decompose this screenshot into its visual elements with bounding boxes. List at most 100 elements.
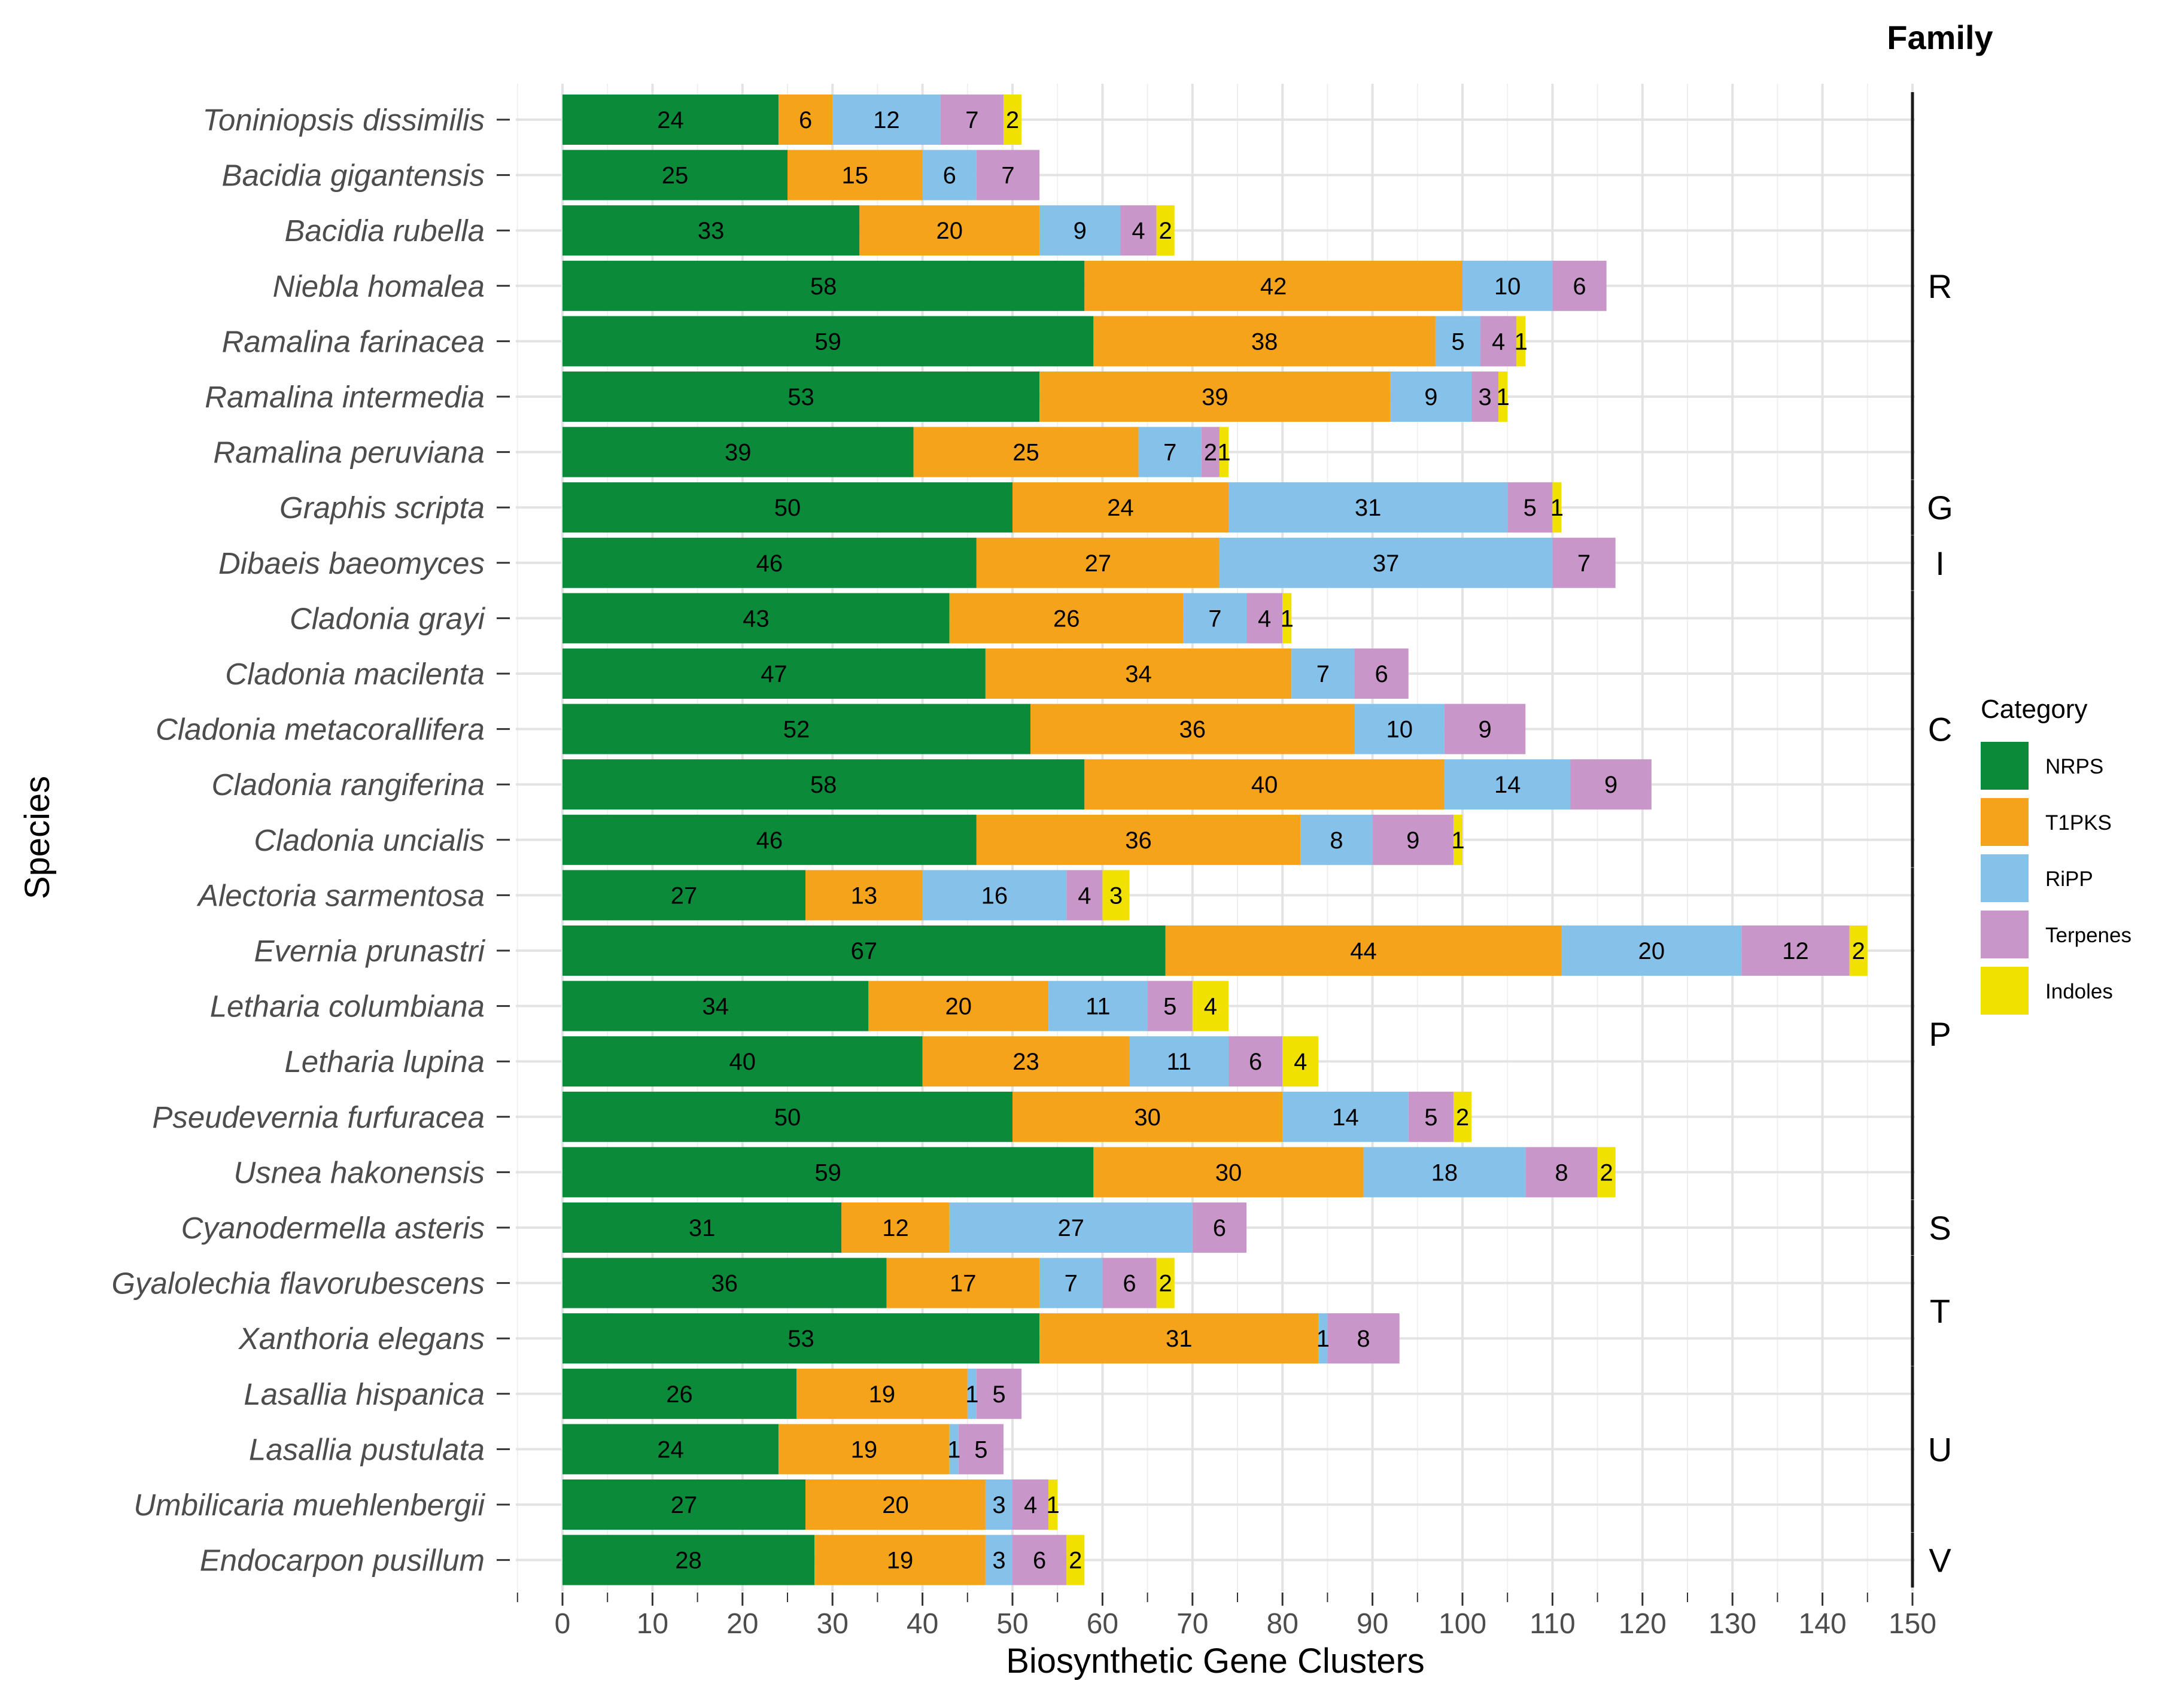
x-tick-label: 110 [1530,1608,1576,1640]
bar-value-label: 9 [1478,717,1491,743]
legend-label: NRPS [2045,755,2103,778]
bar-segment-ripp [1318,1313,1328,1364]
bar-segment-terpenes [1246,593,1283,644]
bar-value-label: 2 [1159,218,1172,244]
bar-value-label: 9 [1074,218,1087,244]
family-label: T [1930,1292,1950,1330]
bar-segment-terpenes [1480,316,1517,367]
bar-segment-t1pks [787,150,923,200]
bar-value-label: 50 [774,495,801,521]
bar-value-label: 9 [1406,827,1419,854]
bar-segment-terpenes [976,1368,1022,1419]
bar-value-label: 1 [1217,440,1230,466]
bar-segment-indoles [1849,925,1868,976]
bar-value-label: 3 [1478,384,1491,410]
bar-value-label: 39 [1202,384,1229,410]
bar-segment-terpenes [1102,1258,1157,1308]
bar-segment-ripp [949,1424,959,1475]
family-label: P [1929,1015,1951,1053]
bar-value-label: 2 [1204,440,1217,466]
bar-segment-nrps [562,95,779,145]
bar-value-label: 59 [814,328,841,355]
bar-value-label: 7 [1065,1271,1078,1297]
legend-label: T1PKS [2045,811,2112,835]
bar-value-label: 53 [787,384,814,410]
bar-value-label: 4 [1492,328,1505,355]
bar-segment-terpenes [1552,260,1607,311]
x-tick-label: 0 [555,1608,571,1640]
bar-value-label: 5 [1424,1104,1437,1131]
x-tick-label: 60 [1087,1608,1118,1640]
bar-value-label: 11 [1166,1049,1191,1075]
bar-segment-ripp [922,150,977,200]
legend-label: RiPP [2045,867,2093,891]
family-label: I [1935,544,1945,582]
bar-value-label: 3 [992,1548,1005,1574]
legend-key-t1pks [1981,798,2029,846]
bar-value-label: 37 [1373,550,1400,577]
bar-segment-ripp [1228,482,1508,533]
bar-segment-terpenes [1444,704,1526,754]
bar-value-label: 3 [992,1492,1005,1518]
species-label: Niebla homalea [273,269,485,303]
bar-segment-nrps [562,649,986,699]
y-axis-title: Species [18,776,57,899]
bar-segment-nrps [562,1036,923,1087]
bar-segment-terpenes [940,95,1004,145]
bar-segment-ripp [985,1479,1012,1530]
bar-segment-ripp [1282,1091,1409,1142]
x-tick-label: 30 [817,1608,849,1640]
bar-value-label: 34 [702,994,729,1020]
bar-segment-terpenes [1327,1313,1400,1364]
bar-value-label: 7 [1577,550,1591,577]
bar-value-label: 18 [1431,1159,1458,1186]
bar-segment-nrps [562,704,1031,754]
bar-segment-t1pks [1012,1091,1283,1142]
bar-value-label: 40 [1251,772,1278,798]
bar-segment-terpenes [1471,372,1499,422]
bar-value-label: 4 [1132,218,1145,244]
bar-segment-terpenes [1120,205,1157,256]
bar-segment-indoles [1156,1258,1175,1308]
bar-value-label: 19 [887,1548,914,1574]
bar-value-label: 9 [1424,384,1437,410]
bar-segment-indoles [1453,1091,1472,1142]
bar-value-label: 7 [965,107,978,133]
bar-value-label: 14 [1494,772,1521,798]
bar-value-label: 8 [1330,827,1343,854]
bar-value-label: 2 [1852,938,1865,964]
bar-segment-t1pks [886,1258,1040,1308]
bar-value-label: 46 [756,827,783,854]
bar-value-label: 20 [1638,938,1665,964]
bar-segment-ripp [1219,537,1553,588]
bar-segment-nrps [562,1091,1012,1142]
species-label: Cladonia uncialis [254,823,485,857]
bar-segment-terpenes [1012,1535,1067,1585]
bar-segment-terpenes [1525,1147,1598,1198]
bar-value-label: 24 [657,1436,684,1463]
bar-value-label: 4 [1258,605,1271,632]
bar-value-label: 2 [1600,1159,1613,1186]
bar-value-label: 3 [1109,882,1123,909]
bar-value-label: 16 [981,882,1008,909]
bar-segment-ripp [1039,1258,1103,1308]
bar-value-label: 39 [725,440,752,466]
species-label: Ramalina farinacea [222,324,485,358]
family-title: Family [1887,19,1993,56]
species-label: Dibaeis baeomyces [218,546,485,580]
bar-value-label: 12 [1782,938,1809,964]
species-label: Lasallia pustulata [249,1432,485,1466]
legend-label: Indoles [2045,980,2113,1003]
bar-label-layer: 24 6 12 7 225 15 6 733 20 9 4 258 42 10 659 38 5 4 153 39 9 3… [657,107,1865,1574]
bar-segment-nrps [562,260,1085,311]
bar-segment-nrps [562,1479,806,1530]
bar-value-label: 36 [1179,717,1206,743]
bar-segment-ripp [1300,814,1373,865]
bar-segment-terpenes [1507,482,1553,533]
bar-value-label: 9 [1604,772,1617,798]
legend-key-terpenes [1981,911,2029,958]
bar-value-label: 26 [1053,605,1080,632]
bar-segment-t1pks [1093,1147,1364,1198]
family-label: G [1927,489,1953,526]
bar-segment-terpenes [1228,1036,1283,1087]
